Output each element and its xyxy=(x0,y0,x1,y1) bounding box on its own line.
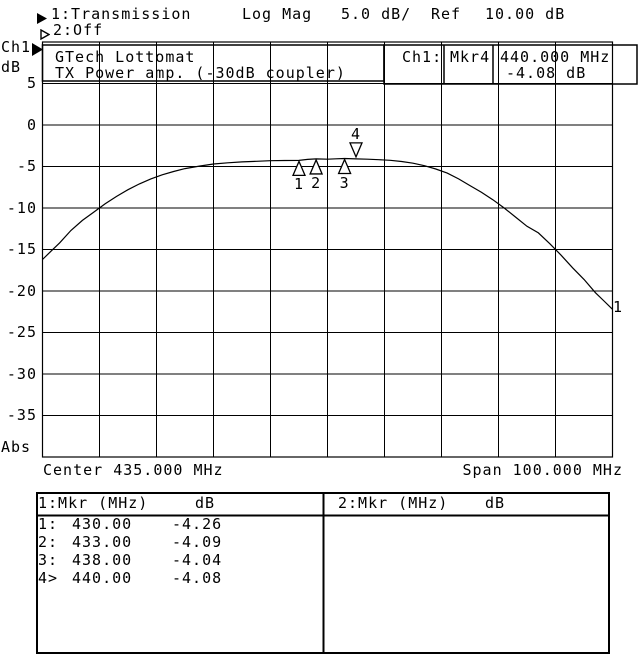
marker-table2-unit: dB xyxy=(485,494,506,512)
trace-number-tag: 1 xyxy=(613,298,624,316)
y-axis-tick-label: -5 xyxy=(16,157,37,175)
marker-row-number: 1: xyxy=(38,515,59,533)
status-active-marker: Mkr4 xyxy=(450,48,491,66)
marker-row-number: 4> xyxy=(38,569,59,587)
y-axis-tick-label: -25 xyxy=(6,323,37,341)
scale-per-div: 5.0 dB/ xyxy=(341,5,412,23)
y-axis-tick-label: -30 xyxy=(6,364,37,383)
marker-row-frequency: 438.00 xyxy=(72,551,133,569)
marker-row-value: -4.08 xyxy=(172,569,223,587)
status-channel: Ch1: xyxy=(402,48,443,66)
marker-3-number-label: 3 xyxy=(339,173,350,192)
marker-2-number-label: 2 xyxy=(311,173,322,192)
ref-label: Ref xyxy=(431,5,462,23)
marker-row-frequency: 430.00 xyxy=(72,515,133,533)
status-box xyxy=(383,44,638,85)
trace2-inactive-arrow-icon xyxy=(40,25,51,44)
marker-2-symbol xyxy=(309,158,324,175)
trace2-definition: 2:Off xyxy=(53,21,104,39)
status-marker-value: -4.08 dB xyxy=(506,64,587,82)
plot-title-line1: GTech Lottomat xyxy=(55,48,196,66)
marker-row-frequency: 440.00 xyxy=(72,569,133,587)
span-frequency: Span 100.000 MHz xyxy=(462,461,623,479)
y-axis-bottom-label: Abs xyxy=(1,438,32,456)
trace1-definition: 1:Transmission xyxy=(51,5,192,23)
y-axis-tick-label: 0 xyxy=(26,115,37,134)
marker-row-value: -4.26 xyxy=(172,515,223,533)
y-axis-tick-label: -35 xyxy=(6,406,37,424)
y-axis-unit: dB xyxy=(1,58,22,76)
center-frequency: Center 435.000 MHz xyxy=(43,461,224,479)
marker-3-symbol xyxy=(337,157,352,175)
marker-row-number: 3: xyxy=(38,551,59,569)
ref-value: 10.00 dB xyxy=(485,5,566,23)
marker-1-symbol xyxy=(292,159,306,177)
marker-table1-header: 1:Mkr (MHz) xyxy=(38,494,149,512)
marker-row-frequency: 433.00 xyxy=(72,533,133,551)
marker-row-number: 2: xyxy=(38,533,59,551)
format-label: Log Mag xyxy=(242,5,313,23)
marker-4-symbol xyxy=(349,142,363,159)
y-axis-tick-label: -15 xyxy=(6,240,37,258)
ref-level-arrow-icon xyxy=(32,41,43,60)
trace1-active-arrow-icon xyxy=(37,9,47,28)
marker-table2-header: 2:Mkr (MHz) xyxy=(338,494,449,512)
y-axis-tick-label: -10 xyxy=(6,198,37,217)
marker-row-value: -4.09 xyxy=(172,533,223,551)
trace-1 xyxy=(42,157,613,310)
marker-table1-unit: dB xyxy=(195,494,216,512)
channel-label: Ch1 xyxy=(1,38,32,56)
y-axis-tick-label: -20 xyxy=(6,281,37,300)
marker-4-number-label: 4 xyxy=(350,124,362,143)
marker-row-value: -4.04 xyxy=(172,551,223,569)
status-marker-frequency: 440.000 MHz xyxy=(500,48,611,66)
y-axis-tick-label: 5 xyxy=(26,74,37,92)
plot-title-line2: TX Power amp. (-30dB coupler) xyxy=(55,64,346,82)
marker-1-number-label: 1 xyxy=(293,175,305,194)
